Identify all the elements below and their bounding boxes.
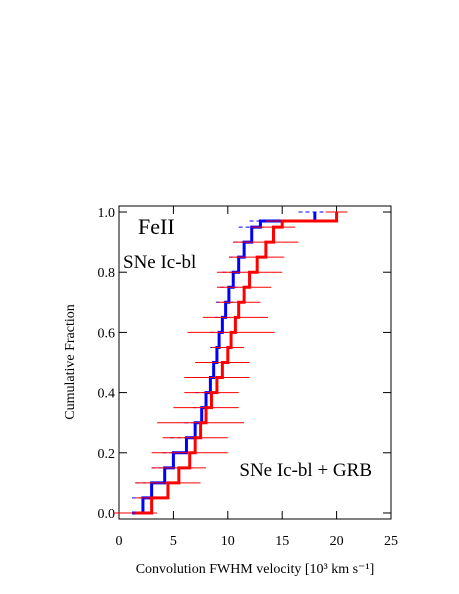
x-axis-label: Convolution FWHM velocity [10³ km s⁻¹] <box>136 562 375 577</box>
y-tick-label: 0.6 <box>98 326 116 341</box>
y-tick-label: 0.0 <box>98 507 116 522</box>
y-tick-label: 0.2 <box>98 447 116 462</box>
plot-frame <box>118 205 392 520</box>
x-tick-label: 0 <box>116 534 123 549</box>
y-tick-label: 0.4 <box>98 387 116 402</box>
annotation: FeII <box>138 214 175 239</box>
x-tick-label: 15 <box>275 534 289 549</box>
cumulative-line <box>135 212 339 515</box>
legend-label: SNe Ic-bl <box>123 252 196 273</box>
legend-label: SNe Ic-bl + GRB <box>239 460 372 481</box>
x-tick-label: 5 <box>170 534 177 549</box>
x-tick-label: 25 <box>384 534 398 549</box>
y-tick-label: 1.0 <box>98 206 116 221</box>
x-tick-label: 20 <box>330 534 344 549</box>
y-tick-label: 0.8 <box>98 266 116 281</box>
y-axis-label: Cumulative Fraction <box>63 304 78 419</box>
x-tick-label: 10 <box>221 534 235 549</box>
